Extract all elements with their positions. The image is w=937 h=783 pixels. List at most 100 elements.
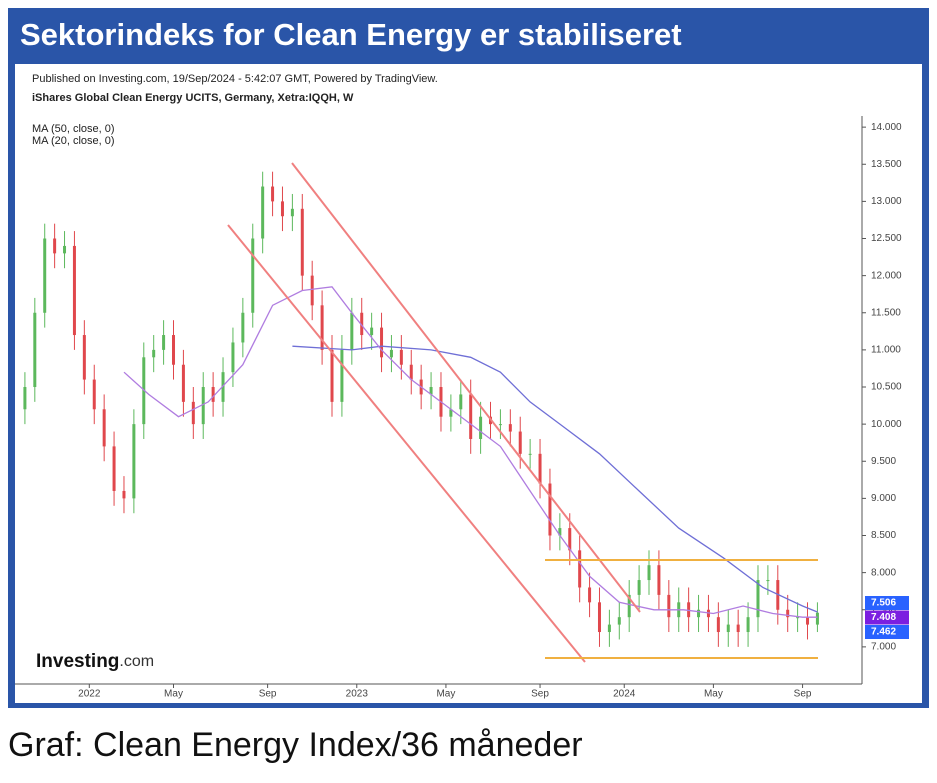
price-tag [865, 625, 909, 639]
candle-body [766, 580, 770, 582]
candle-body [152, 349, 156, 358]
candle-body [53, 238, 57, 254]
candle-body [617, 617, 621, 625]
x-tick-label: 2023 [346, 689, 369, 700]
logo-brand: Investing [36, 651, 119, 672]
trend-line [227, 224, 586, 663]
candle-body [320, 305, 324, 350]
legend-entry: MA (20, close, 0) [32, 135, 115, 147]
candle-body [607, 624, 611, 633]
x-tick-label: Sep [794, 689, 812, 700]
candle-body [92, 379, 96, 410]
candle-body [716, 617, 720, 633]
candle-body [330, 349, 334, 402]
trend-line [291, 162, 641, 613]
y-tick-label: 11.500 [871, 307, 901, 318]
candle-body [627, 594, 631, 618]
x-tick-label: Sep [531, 689, 549, 700]
x-tick-label: May [704, 689, 723, 700]
logo-suffix: .com [119, 653, 154, 670]
candle-body [221, 372, 225, 402]
candle-body [449, 409, 453, 417]
candle-body [469, 394, 473, 439]
y-tick-label: 13.500 [871, 159, 902, 170]
candle-body [667, 594, 671, 618]
y-tick-label: 13.000 [871, 196, 902, 207]
candle-body [300, 208, 304, 276]
y-tick-label: 10.500 [871, 382, 902, 393]
candle-body [211, 387, 215, 402]
candle-body [290, 208, 294, 217]
candle-body [429, 387, 433, 395]
y-tick-label: 8.000 [871, 567, 896, 578]
candle-body [647, 565, 651, 581]
caption: Graf: Clean Energy Index/36 måneder [8, 726, 583, 764]
plot [23, 171, 819, 647]
x-tick-label: May [436, 689, 455, 700]
candle-body [43, 238, 47, 313]
candle-body [191, 401, 195, 425]
candle-body [102, 409, 106, 447]
candle-body [181, 364, 185, 402]
candle-body [271, 186, 275, 202]
candle-body [657, 565, 661, 595]
candle-body [350, 312, 354, 350]
candle-body [597, 602, 601, 633]
candle-body [241, 312, 245, 343]
candle-body [72, 245, 76, 336]
chart-title: iShares Global Clean Energy UCITS, Germa… [32, 92, 354, 104]
y-tick-label: 7.000 [871, 642, 896, 653]
candle-body [380, 327, 384, 358]
ma-line [292, 345, 818, 613]
chart-panel [15, 64, 922, 703]
candle-body [796, 617, 800, 619]
candle-body [82, 335, 86, 380]
candle-body [122, 490, 126, 499]
price-tag-label: 7.462 [871, 627, 896, 638]
candle-body [231, 342, 235, 373]
candle-body [261, 186, 265, 239]
candle-body [528, 453, 532, 455]
y-tick-label: 9.000 [871, 493, 896, 504]
price-tag [865, 596, 909, 610]
candle-body [23, 387, 27, 410]
candle-body [409, 364, 413, 380]
candle-body [568, 528, 572, 551]
candle-body [33, 312, 37, 388]
candle-body [736, 624, 740, 633]
candle-body [687, 602, 691, 618]
candle-body [280, 201, 284, 217]
candle-body [479, 416, 483, 439]
y-tick-label: 9.500 [871, 456, 896, 467]
candle-body [508, 424, 512, 432]
candle-body [756, 580, 760, 618]
candle-body [112, 446, 116, 491]
candle-body [340, 349, 344, 402]
legend-entry: MA (50, close, 0) [32, 123, 115, 135]
candle-body [132, 424, 136, 499]
x-tick-label: May [164, 689, 183, 700]
logo: Investing.com [36, 651, 154, 672]
candle-body [806, 617, 810, 625]
header-title: Sektorindeks for Clean Energy er stabili… [20, 17, 682, 52]
candle-body [310, 275, 314, 306]
subtitle: Published on Investing.com, 19/Sep/2024 … [32, 73, 438, 85]
candle-body [548, 483, 552, 536]
candle-body [63, 245, 67, 254]
ma-line [123, 286, 818, 618]
x-tick-label: 2022 [78, 689, 101, 700]
candle-body [498, 424, 502, 426]
candle-body [726, 624, 730, 633]
candle-body [786, 609, 790, 618]
candle-body [399, 349, 403, 365]
candle-body [518, 431, 522, 454]
x-tick-label: 2024 [613, 689, 636, 700]
x-tick-label: Sep [259, 689, 277, 700]
candle-body [558, 528, 562, 536]
candle-body [251, 238, 255, 313]
y-tick-label: 8.500 [871, 530, 896, 541]
candle-body [201, 387, 205, 425]
price-tag-label: 7.408 [871, 612, 896, 623]
